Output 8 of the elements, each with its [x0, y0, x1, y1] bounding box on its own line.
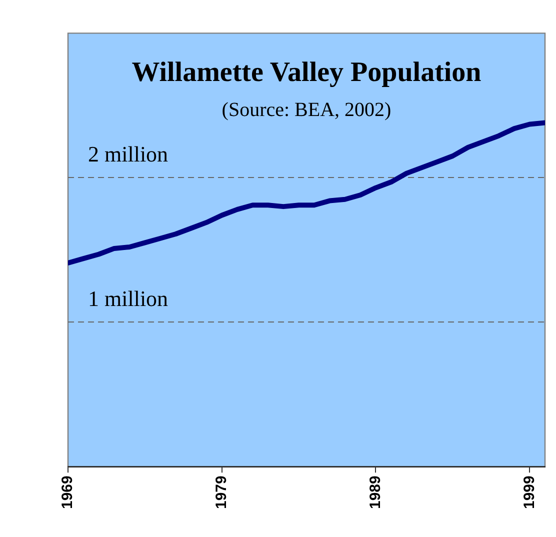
- x-tick-label: 1999: [520, 476, 538, 510]
- x-tick-label: 1979: [213, 476, 230, 510]
- y-tick-label: 1 million: [88, 286, 168, 311]
- x-tick-label: 1989: [366, 476, 384, 510]
- y-tick-label: 2 million: [88, 141, 168, 166]
- text: Willamette Valley Population: [132, 57, 482, 88]
- x-tick-label: 1969: [59, 476, 76, 510]
- text: (Source: BEA, 2002): [222, 99, 392, 122]
